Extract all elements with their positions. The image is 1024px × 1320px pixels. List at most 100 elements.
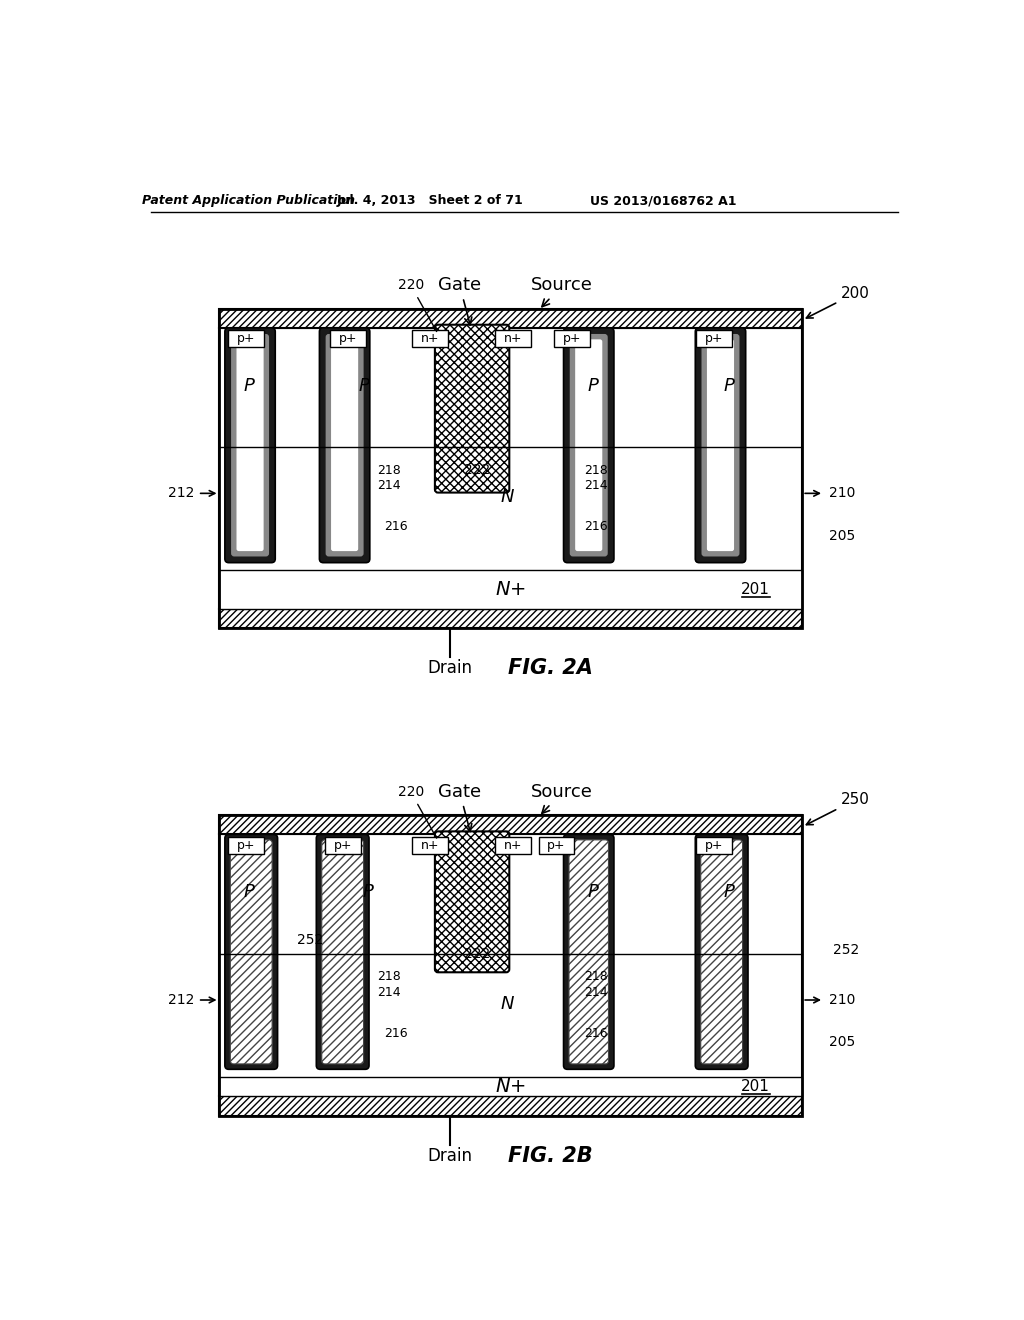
Bar (219, 1096, 802, 1115)
Text: 212: 212 (168, 993, 194, 1007)
Text: 214: 214 (584, 986, 607, 999)
FancyBboxPatch shape (225, 834, 278, 1069)
FancyBboxPatch shape (225, 327, 275, 562)
Bar (496, 837, 531, 854)
Text: n+: n+ (504, 333, 522, 345)
Text: 218: 218 (378, 970, 401, 983)
Text: 214: 214 (378, 479, 401, 492)
FancyBboxPatch shape (435, 832, 509, 973)
Bar (228, 330, 263, 347)
Bar (228, 837, 263, 854)
Text: P: P (588, 376, 598, 395)
FancyBboxPatch shape (231, 334, 269, 557)
Text: $N$: $N$ (501, 995, 515, 1012)
FancyBboxPatch shape (569, 840, 608, 1064)
Text: 222: 222 (464, 946, 489, 961)
Bar (496, 330, 531, 347)
FancyBboxPatch shape (435, 325, 509, 492)
Text: 201: 201 (741, 582, 770, 597)
FancyBboxPatch shape (319, 327, 370, 562)
Text: p+: p+ (547, 838, 566, 851)
Text: 218: 218 (584, 463, 607, 477)
Bar (219, 309, 802, 628)
Text: p+: p+ (705, 333, 723, 345)
FancyBboxPatch shape (563, 327, 614, 562)
Text: p+: p+ (237, 333, 255, 345)
Text: Gate: Gate (438, 783, 481, 832)
Text: 252: 252 (297, 933, 324, 946)
Bar (219, 327, 802, 609)
Text: P: P (362, 883, 374, 902)
Text: 210: 210 (829, 993, 856, 1007)
Text: $N$: $N$ (501, 488, 515, 506)
Text: 205: 205 (829, 529, 856, 543)
Text: n+: n+ (504, 838, 522, 851)
Text: 216: 216 (384, 520, 408, 533)
Bar (325, 837, 360, 854)
Text: n+: n+ (421, 838, 439, 851)
FancyBboxPatch shape (701, 334, 739, 557)
Text: Source: Source (531, 276, 593, 306)
Text: 222: 222 (464, 463, 489, 478)
Text: 216: 216 (584, 1027, 607, 1040)
Bar (219, 609, 802, 628)
Bar (413, 330, 449, 347)
Text: 252: 252 (834, 942, 859, 957)
Text: Patent Application Publication: Patent Application Publication (141, 194, 354, 207)
Text: Drain: Drain (427, 659, 472, 677)
Bar (219, 309, 802, 327)
Text: 216: 216 (384, 1027, 408, 1040)
Text: 205: 205 (829, 1035, 856, 1049)
Text: $N$+: $N$+ (496, 579, 526, 599)
Bar (554, 330, 590, 347)
FancyBboxPatch shape (316, 834, 369, 1069)
Bar (219, 570, 802, 609)
FancyBboxPatch shape (695, 834, 748, 1069)
Text: P: P (723, 376, 734, 395)
FancyBboxPatch shape (707, 339, 734, 552)
Text: p+: p+ (237, 838, 255, 851)
Text: P: P (588, 883, 598, 902)
Bar (539, 837, 574, 854)
Text: 220: 220 (397, 785, 436, 838)
FancyBboxPatch shape (700, 840, 742, 1064)
Text: 218: 218 (378, 463, 401, 477)
Text: US 2013/0168762 A1: US 2013/0168762 A1 (590, 194, 736, 207)
Text: p+: p+ (334, 838, 352, 851)
Bar (696, 837, 732, 854)
Bar (219, 834, 802, 1096)
Text: Drain: Drain (427, 1147, 472, 1164)
Text: 216: 216 (584, 520, 607, 533)
FancyBboxPatch shape (237, 339, 263, 552)
FancyBboxPatch shape (563, 834, 614, 1069)
Text: 214: 214 (584, 479, 607, 492)
FancyBboxPatch shape (331, 339, 358, 552)
Text: FIG. 2B: FIG. 2B (508, 1146, 593, 1166)
Text: 210: 210 (829, 486, 856, 500)
Text: 212: 212 (168, 486, 194, 500)
FancyBboxPatch shape (322, 840, 364, 1064)
Text: P: P (359, 376, 370, 395)
FancyBboxPatch shape (230, 840, 272, 1064)
Text: 250: 250 (806, 792, 869, 825)
Text: P: P (244, 376, 254, 395)
Text: 218: 218 (584, 970, 607, 983)
Bar (413, 837, 449, 854)
Text: P: P (244, 883, 254, 902)
Text: 214: 214 (378, 986, 401, 999)
Text: n+: n+ (421, 333, 439, 345)
FancyBboxPatch shape (575, 339, 602, 552)
Bar (219, 816, 802, 834)
Bar (219, 816, 802, 1115)
FancyBboxPatch shape (326, 334, 364, 557)
FancyBboxPatch shape (695, 327, 745, 562)
Text: P: P (723, 883, 734, 902)
Bar (219, 1077, 802, 1096)
Text: $N$+: $N$+ (496, 1077, 526, 1096)
Text: p+: p+ (563, 333, 582, 345)
Text: Jul. 4, 2013   Sheet 2 of 71: Jul. 4, 2013 Sheet 2 of 71 (337, 194, 523, 207)
Text: Source: Source (531, 783, 593, 813)
Text: Gate: Gate (438, 276, 481, 325)
Text: 220: 220 (397, 279, 436, 331)
Text: FIG. 2A: FIG. 2A (508, 659, 593, 678)
